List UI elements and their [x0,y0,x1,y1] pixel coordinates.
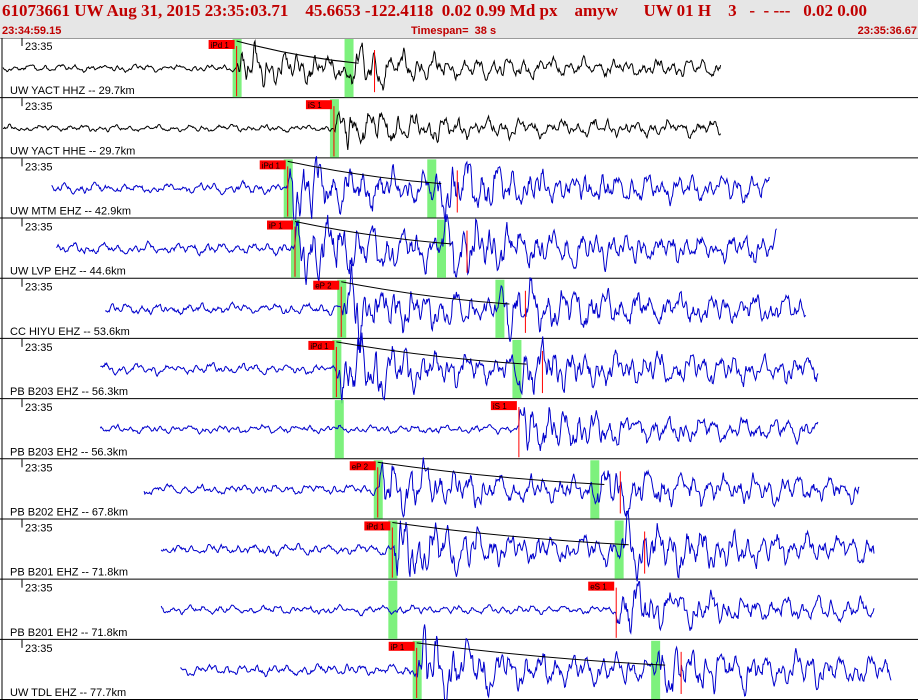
waveform [56,214,777,285]
station-label: PB B202 EHZ -- 67.8km [10,506,128,518]
station-label: CC HIYU EHZ -- 53.6km [10,326,130,338]
row-time-label: 23:35 [25,282,53,294]
waveform [51,156,770,225]
timespan-label: Timespan= 38 s [411,25,497,37]
row-time-label: 23:35 [25,161,53,173]
row-time-label: 23:35 [25,402,53,414]
station-label: UW TDL EHZ -- 77.7km [10,687,126,699]
s-window [614,520,624,579]
station-label: UW MTM EHZ -- 42.9km [10,206,131,218]
pick-flag [259,160,286,170]
pick-flag [208,40,235,49]
row-time-label: 23:35 [25,522,53,534]
waveform [180,624,892,700]
station-label: UW YACT HHE -- 29.7km [10,145,135,157]
pick-flag [313,280,340,290]
trace-row: iP 1 23:35 UW TDL EHZ -- 77.7km [0,624,918,700]
row-time-label: 23:35 [25,643,53,655]
row-time-label: 23:35 [25,342,53,354]
row-time-label: 23:35 [25,583,53,595]
pick-label: iP 1 [269,222,283,231]
waveform [104,263,807,353]
trace-row: iPd 1 23:35 UW YACT HHZ -- 29.7km [0,38,918,99]
s-window [437,219,447,278]
event-title: 61073661 UW Aug 31, 2015 23:35:03.71 45.… [2,1,867,20]
trace-row: iS 1 23:35 UW YACT HHE -- 29.7km [0,98,918,159]
pick-label: eP 2 [352,462,369,471]
pick-flag [388,641,415,651]
pick-label: iS 1 [308,101,322,110]
coda-curve [287,160,442,185]
seismogram-panel: iPd 1 23:35 UW YACT HHZ -- 29.7km iS 1 23:35… [0,38,918,700]
s-window [344,39,354,98]
trace-row: eP 2 23:35 PB B202 EHZ -- 67.8km [0,457,918,520]
station-label: PB B203 EH2 -- 56.3km [10,446,127,458]
pick-flag [349,461,376,471]
trace-row: iS 1 23:35 PB B203 EH2 -- 56.3km [0,399,918,460]
coda-curve [416,642,666,666]
row-time-label: 23:35 [25,101,53,113]
pick-label: iS 1 [493,402,507,411]
s-window [512,339,522,399]
trace-row: iPd 1 23:35 PB B203 EHZ -- 56.3km [0,332,918,404]
pick-label: iPd 1 [366,522,385,531]
station-label: PB B201 EH2 -- 71.8km [10,627,127,639]
pick-flag [490,401,517,411]
trace-row: iP 1 23:35 UW LVP EHZ -- 44.6km [0,214,918,285]
pick-label: eS 1 [590,583,607,592]
waveform [143,457,860,519]
pick-label: iP 1 [391,643,405,652]
pick-label: iPd 1 [211,41,230,50]
trace-row: iPd 1 23:35 PB B201 EHZ -- 71.8km [0,510,918,582]
waveform [100,332,819,404]
s-window [590,460,600,519]
s-window [427,159,437,218]
pick-flag [308,340,335,350]
coda-curve [377,461,605,486]
waveform [160,510,875,582]
pick-flag [305,100,332,110]
event-header: 61073661 UW Aug 31, 2015 23:35:03.71 45.… [0,0,918,39]
pick-flag [267,220,294,230]
window-start-time: 23:34:59.15 [2,25,62,37]
waveform [99,407,819,452]
trace-row: eS 1 23:35 PB B201 EH2 -- 71.8km [0,579,918,640]
pick-label: iPd 1 [310,342,329,351]
coda-curve [236,40,359,64]
station-label: PB B203 EHZ -- 56.3km [10,386,128,398]
p-window [388,580,398,639]
row-time-label: 23:35 [25,462,53,474]
coda-curve [341,281,510,305]
waveform [2,110,722,150]
pick-flag [588,581,615,591]
p-window [334,400,344,459]
station-label: UW YACT HHZ -- 29.7km [10,85,135,97]
station-label: PB B201 EHZ -- 71.8km [10,567,128,579]
coda-curve [392,521,629,546]
pick-label: iPd 1 [262,161,281,170]
trace-row: eP 2 23:35 CC HIYU EHZ -- 53.6km [0,263,918,353]
row-time-label: 23:35 [25,41,53,53]
trace-row: iPd 1 23:35 UW MTM EHZ -- 42.9km [0,156,918,225]
waveform [2,39,722,91]
window-end-time: 23:35:36.67 [857,25,917,37]
row-time-label: 23:35 [25,222,53,234]
coda-curve [336,341,527,365]
pick-flag [364,521,391,531]
s-window [495,279,505,338]
pick-label: eP 2 [315,282,332,291]
coda-curve [294,221,452,245]
station-label: UW LVP EHZ -- 44.6km [10,266,126,278]
waveform [160,581,875,635]
